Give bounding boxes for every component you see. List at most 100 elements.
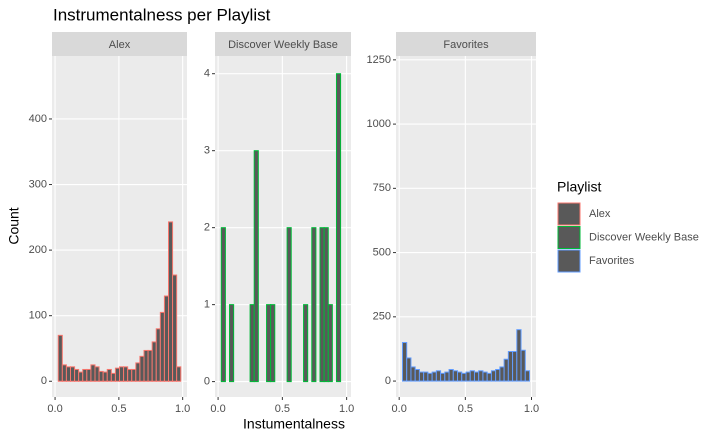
histogram-bar [418,371,425,382]
strip-label: Alex [109,39,131,51]
y-tick-label: 1250 [367,54,391,66]
histogram-bar [414,369,420,382]
histogram-bar [167,221,174,382]
strip-label: Favorites [443,39,489,51]
histogram-bar [249,304,255,383]
histogram-bar [127,368,133,382]
x-tick-label: 0.0 [392,403,407,415]
y-tick-label: 4 [204,68,210,80]
histogram-bar [229,304,235,383]
histogram-bar [448,369,454,382]
histogram-bar [457,371,463,382]
histogram-bar [65,366,72,382]
x-tick-label: 1.0 [524,403,539,415]
histogram-bar [159,311,165,382]
y-tick-label: 100 [29,310,47,322]
histogram-bar [253,150,259,383]
histogram-bar [106,368,112,382]
histogram-bar [495,369,501,382]
histogram-bar [61,364,67,382]
histogram-bar [469,370,475,382]
histogram-bar [512,351,518,382]
histogram-bar [102,371,108,382]
legend-key [557,226,581,249]
histogram-bar [503,358,509,382]
legend-label: Favorites [589,255,635,267]
strip [215,32,351,56]
histogram-bar [155,328,161,382]
histogram-bar [486,372,492,382]
x-tick-label: 0.5 [111,403,126,415]
histogram-bar [423,371,429,382]
histogram-bar [435,370,442,382]
histogram-bar [490,370,497,382]
histogram-bar [82,368,88,382]
histogram-bar [444,371,450,382]
histogram-bar [335,73,342,383]
y-tick-label: 0 [204,376,210,388]
x-tick-label: 0.0 [210,403,225,415]
histogram-bar [143,349,149,382]
histogram-bar [114,367,120,382]
histogram-bar [452,370,459,382]
histogram-bar [57,334,63,382]
x-tick-label: 1.0 [175,403,190,415]
histogram-bar [139,355,145,382]
histogram-bar [473,371,480,382]
histogram-bar [151,341,157,382]
histogram-bar [401,342,408,382]
histogram-bar [323,227,329,383]
histogram-bar [147,349,153,382]
histogram-bar [327,304,333,383]
legend-label: Discover Weekly Base [589,231,699,243]
histogram-bar [110,372,116,382]
y-tick-label: 500 [373,246,391,258]
histogram-bar [406,357,412,382]
histogram-bar [123,366,129,382]
panel-background [396,56,536,397]
histogram-bar [311,227,317,383]
histogram-bar [74,368,80,382]
histogram-bar [270,304,276,383]
strip [396,32,536,56]
x-tick-label: 0.5 [275,403,290,415]
y-tick-label: 200 [29,244,47,256]
histogram-bar [172,274,178,382]
chart-title: Instrumentalness per Playlist [53,5,271,24]
histogram-bar [78,371,84,382]
histogram-bar [86,368,92,382]
legend-key [557,249,581,273]
y-axis-label: Count [6,207,22,244]
histogram-bar [524,370,531,382]
histogram-bar [70,366,76,382]
x-tick-label: 0.0 [47,403,62,415]
y-tick-label: 2 [204,222,210,234]
legend-label: Alex [589,208,611,220]
histogram-bar [303,304,309,383]
histogram-bar [431,371,437,382]
histogram-bar [90,364,96,382]
histogram-bar [410,366,416,382]
legend-key [557,202,581,226]
y-tick-label: 1 [204,299,210,311]
x-axis-label: Instumentalness [243,416,345,432]
y-tick-label: 400 [29,113,47,125]
strip-label: Discover Weekly Base [228,39,338,51]
y-tick-label: 1000 [367,118,391,130]
histogram-bar [98,370,104,382]
histogram-bar [176,366,182,382]
histogram-bar [220,227,226,383]
legend-title: Playlist [557,179,601,195]
x-tick-label: 1.0 [339,403,354,415]
histogram-bar [520,349,526,382]
histogram-bar [286,227,292,383]
histogram-bar [119,366,125,382]
histogram-bar [499,366,505,382]
y-tick-label: 250 [373,311,391,323]
histogram-bar [465,371,471,382]
histogram-bar [440,372,446,382]
y-tick-label: 3 [204,145,210,157]
x-tick-label: 0.5 [458,403,473,415]
histogram-bar [461,372,467,382]
